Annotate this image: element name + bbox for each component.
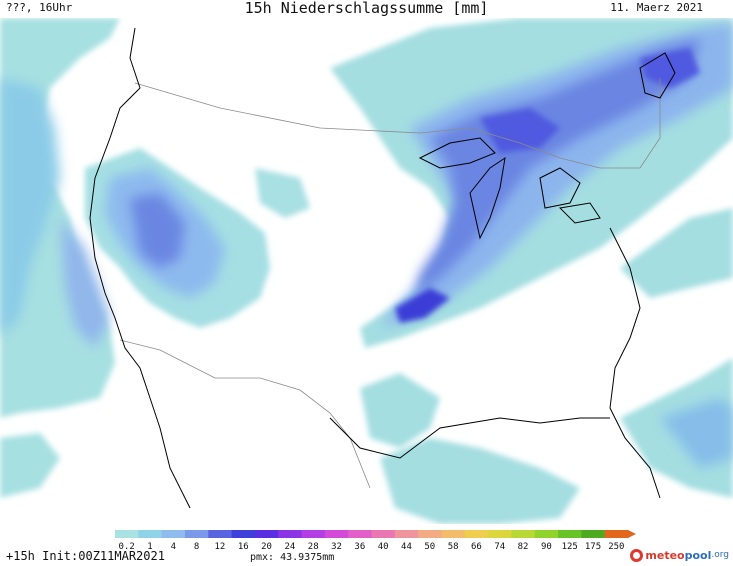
legend-tick-label: 12 bbox=[215, 542, 226, 552]
map-title: 15h Niederschlagssumme [mm] bbox=[244, 0, 489, 17]
meteopool-logo[interactable]: meteo pool .org bbox=[630, 546, 729, 564]
legend-tick-label: 125 bbox=[562, 542, 578, 552]
legend-swatch bbox=[558, 530, 582, 538]
legend-swatch bbox=[581, 530, 606, 538]
legend-tick-label: 175 bbox=[585, 542, 601, 552]
legend-tick-label: 0.2 bbox=[119, 542, 135, 552]
legend-swatch bbox=[254, 530, 279, 538]
legend-tick-label: 58 bbox=[448, 542, 459, 552]
logo-text-3: .org bbox=[711, 550, 729, 560]
country-borders bbox=[119, 78, 661, 489]
legend-swatch bbox=[604, 530, 629, 538]
forecast-date: 11. Maerz 2021 bbox=[610, 1, 703, 14]
legend-tick-label: 24 bbox=[284, 542, 295, 552]
coastlines bbox=[89, 27, 676, 509]
run-time-label: ???, 16Uhr bbox=[6, 1, 73, 14]
legend-colorbar: 0.2 1 4 8 12 16 20 24 28 32 36 40 44 50 58 66 74 82 90 125 1… bbox=[115, 530, 636, 552]
legend-tick-label: 44 bbox=[401, 542, 412, 552]
init-label: +15h Init:00Z11MAR2021 bbox=[6, 549, 165, 563]
legend-swatch bbox=[418, 530, 442, 538]
legend-swatch bbox=[348, 530, 372, 538]
logo-text-2: pool bbox=[684, 548, 712, 562]
pacific-precip-area bbox=[0, 18, 120, 498]
western-us-precip bbox=[85, 148, 310, 328]
legend-swatch bbox=[441, 530, 466, 538]
legend-arrow bbox=[628, 530, 636, 538]
legend-swatch bbox=[394, 530, 419, 538]
legend-tick-label: 250 bbox=[608, 542, 624, 552]
legend-tick-label: 1 bbox=[147, 542, 152, 552]
legend-tick-label: 50 bbox=[424, 542, 435, 552]
legend-swatch bbox=[488, 530, 512, 538]
legend-swatch bbox=[208, 530, 233, 538]
legend-swatch bbox=[324, 530, 349, 538]
legend-swatch bbox=[464, 530, 489, 538]
legend-tick-label: 20 bbox=[261, 542, 272, 552]
legend-swatch bbox=[161, 530, 186, 538]
legend-tick-label: 74 bbox=[494, 542, 505, 552]
legend-swatch bbox=[301, 530, 326, 538]
legend-swatch bbox=[534, 530, 559, 538]
legend-tick-label: 16 bbox=[238, 542, 249, 552]
legend-tick-label: 40 bbox=[378, 542, 389, 552]
legend-tick-label: 32 bbox=[331, 542, 342, 552]
legend-swatch bbox=[138, 530, 163, 538]
legend-swatch bbox=[278, 530, 303, 538]
gulf-precip-area bbox=[360, 208, 733, 524]
legend-tick-label: 66 bbox=[471, 542, 482, 552]
great-lakes-precip-band bbox=[330, 18, 733, 348]
logo-icon bbox=[630, 548, 644, 562]
legend-swatch bbox=[115, 530, 139, 538]
legend-tick-label: 4 bbox=[171, 542, 176, 552]
legend-swatch bbox=[511, 530, 536, 538]
legend-tick-label: 90 bbox=[541, 542, 552, 552]
legend-tick-label: 8 bbox=[194, 542, 199, 552]
legend-tick-label: 82 bbox=[518, 542, 529, 552]
legend-swatch bbox=[184, 530, 209, 538]
precipitation-map bbox=[0, 18, 733, 524]
legend-tick-label: 28 bbox=[308, 542, 319, 552]
legend-tick-label: 36 bbox=[354, 542, 365, 552]
legend-swatch bbox=[231, 530, 256, 538]
logo-text-1: meteo bbox=[645, 548, 685, 562]
pmx-label: pmx: 43.9375mm bbox=[250, 552, 335, 563]
legend-swatch bbox=[371, 530, 396, 538]
